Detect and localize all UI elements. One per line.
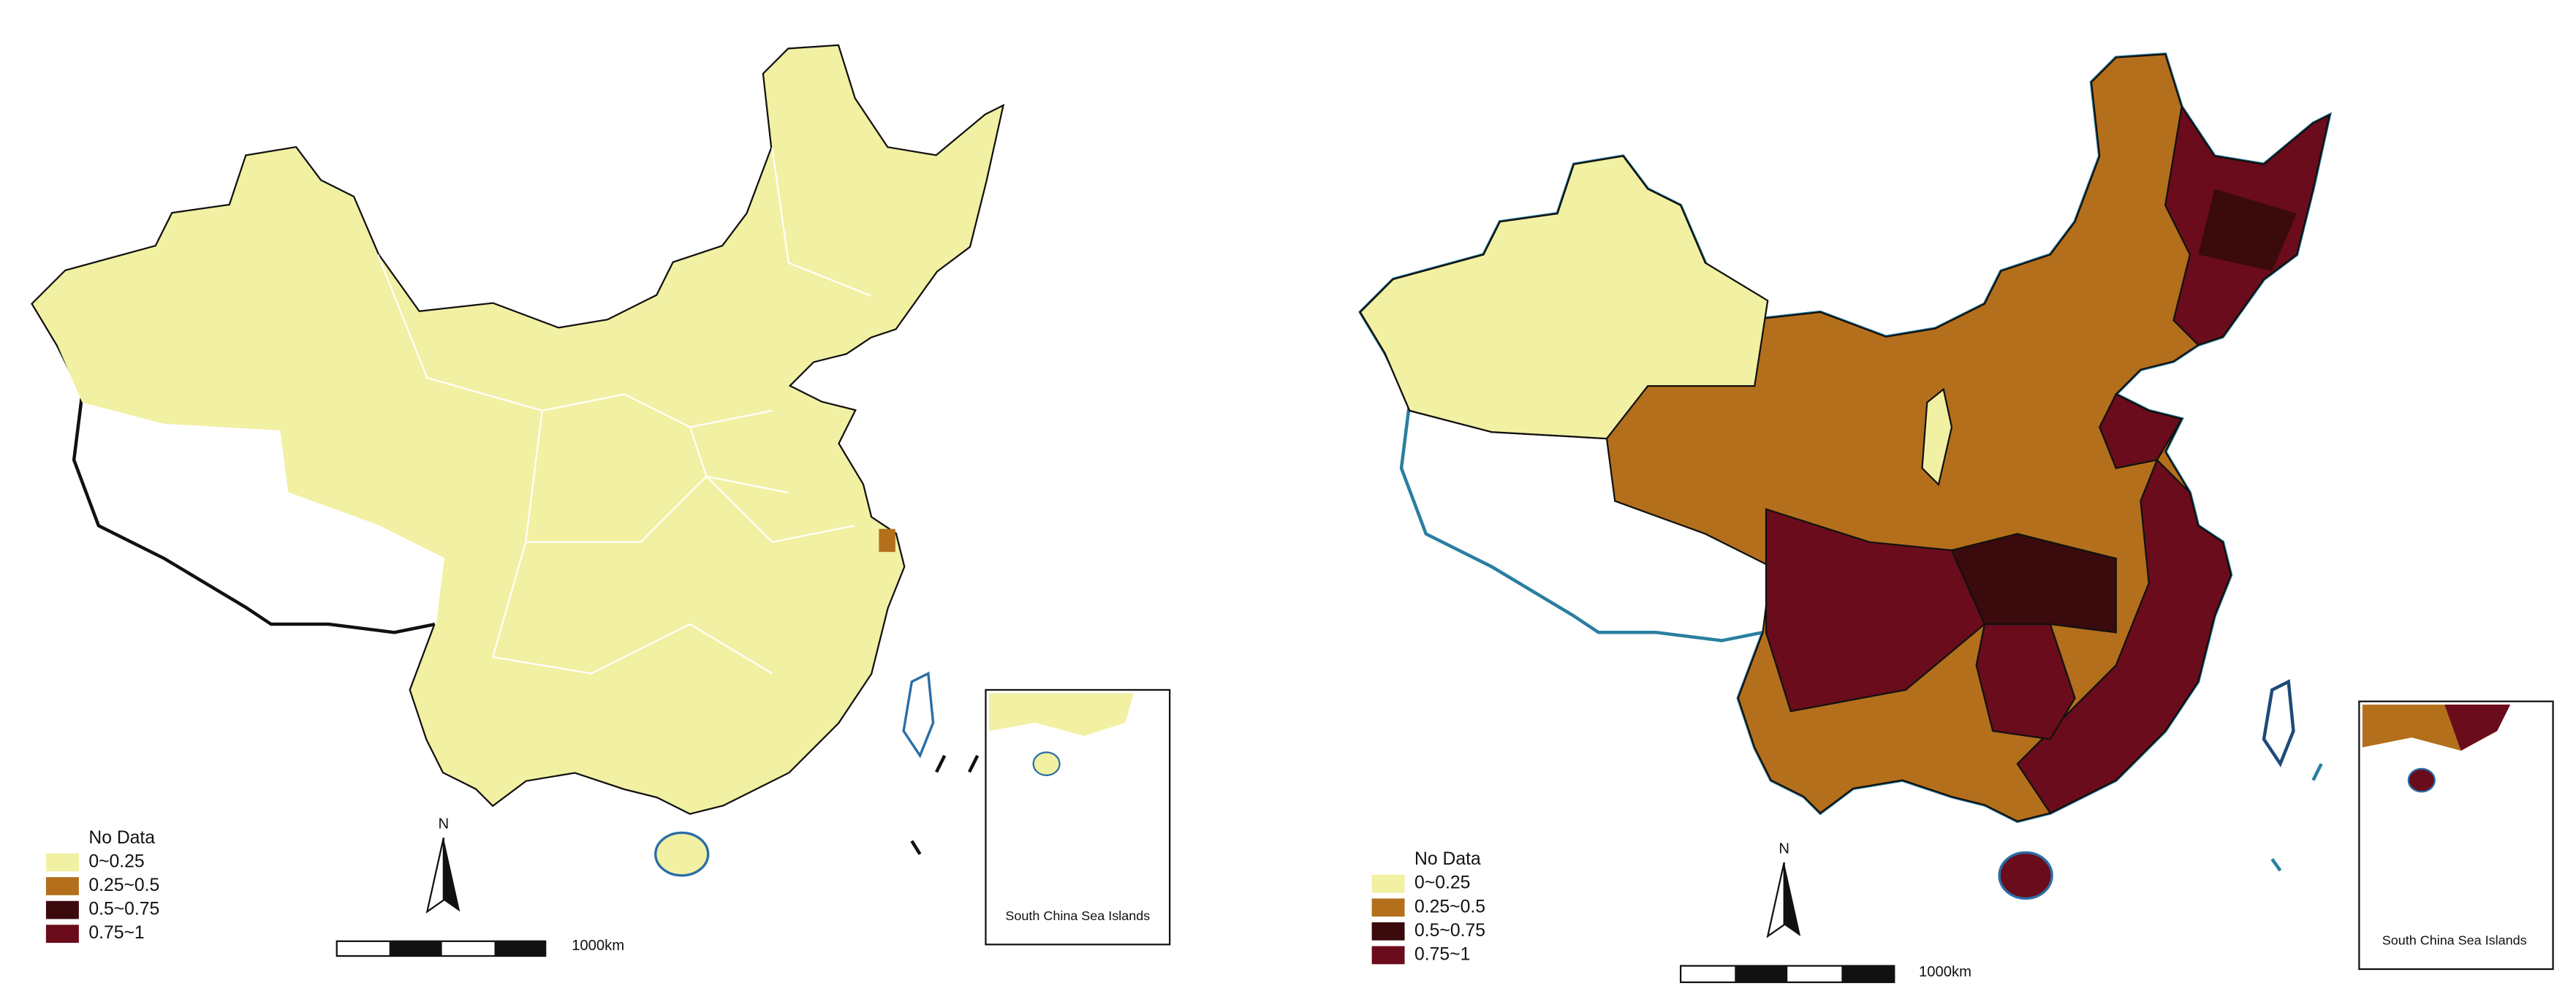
inset-label: South China Sea Islands [1005,908,1150,923]
inset-label: South China Sea Islands [2382,933,2527,948]
legend-swatch [1371,946,1405,965]
legend-swatch [1371,851,1405,869]
legend-swatch [1371,922,1405,941]
map-left: South China Sea Islands N 1000km No Data… [33,46,1171,957]
legend-label: 0.75~1 [88,923,144,943]
legend-label: 0.25~0.5 [1414,897,1485,916]
legend-swatch [45,853,79,872]
legend-swatch [45,829,79,848]
legend-swatch [1371,874,1405,893]
scale-bar: 1000km [336,938,624,957]
scale-label: 1000km [1919,964,1971,980]
legend-swatch [45,900,79,919]
legend-swatch [45,877,79,895]
north-label: N [439,816,450,832]
legend-label: 0.75~1 [1414,944,1470,964]
scale-label: 1000km [572,938,624,954]
legend-swatch [45,925,79,944]
legend-label: No Data [1414,849,1481,869]
legend: No Data 0~0.25 0.25~0.5 0.5~0.75 0.75~1 [45,828,159,944]
legend-label: 0~0.25 [1414,873,1470,893]
legend-label: 0.25~0.5 [88,876,159,895]
legend-label: 0.5~0.75 [1414,921,1485,941]
legend-swatch [1371,898,1405,917]
legend-label: No Data [88,828,155,848]
legend-label: 0~0.25 [88,851,144,871]
legend: No Data 0~0.25 0.25~0.5 0.5~0.75 0.75~1 [1371,849,1485,965]
scale-bar: 1000km [1680,964,1971,984]
north-arrow: N [425,816,461,914]
north-arrow: N [1766,840,1801,938]
map-right: South China Sea Islands N 1000km No Data… [1360,54,2554,984]
north-label: N [1778,840,1789,857]
legend-label: 0.5~0.75 [88,900,159,919]
